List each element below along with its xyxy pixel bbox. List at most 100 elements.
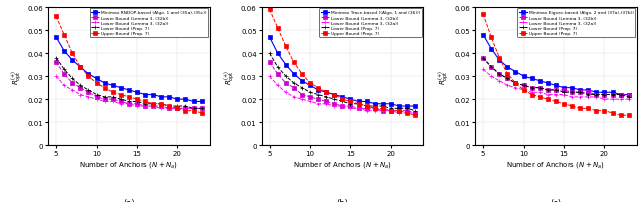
Upper Bound (Prop. 7): [149, 103, 157, 105]
Minimax Trace-based ((Algo. 1 and (36))): [330, 94, 338, 96]
Upper Bound (Prop. 7): [412, 115, 419, 117]
Lower Bound (Lemma 3, (32a)): [584, 96, 592, 99]
Lower Bound (Lemma 3, (32b)): [52, 62, 60, 64]
Upper Bound (Prop. 7): [266, 9, 273, 12]
Line: Lower Bound (Lemma 3, (32a)): Lower Bound (Lemma 3, (32a)): [481, 67, 631, 102]
Lower Bound (Prop. 7): [77, 85, 84, 87]
Lower Bound (Lemma 3, (32b)): [544, 89, 552, 92]
Upper Bound (Prop. 7): [528, 94, 536, 96]
Lower Bound (Lemma 3, (32a)): [395, 112, 403, 115]
Text: (b): (b): [337, 198, 348, 202]
Line: Lower Bound (Lemma 3, (32b)): Lower Bound (Lemma 3, (32b)): [268, 61, 417, 115]
Upper Bound (Prop. 7): [339, 98, 346, 101]
Lower Bound (Prop. 7): [488, 66, 495, 69]
Lower Bound (Lemma 3, (32a)): [84, 96, 92, 99]
Lower Bound (Lemma 3, (32a)): [149, 105, 157, 108]
Upper Bound (Prop. 7): [403, 112, 411, 115]
Upper Bound (Prop. 7): [198, 112, 205, 115]
Lower Bound (Prop. 7): [387, 108, 395, 110]
Lower Bound (Prop. 7): [395, 108, 403, 110]
Upper Bound (Prop. 7): [371, 108, 379, 110]
Minimax RNDOP-based (Algo. 1 and (35a)-(35c)): [173, 98, 181, 101]
Minimax Eigvec-based (Algo. 2 and (37a)-(37b)): [552, 85, 560, 87]
Lower Bound (Lemma 3, (32b)): [314, 98, 322, 101]
Lower Bound (Lemma 3, (32b)): [363, 108, 371, 110]
Lower Bound (Lemma 3, (32b)): [528, 87, 536, 89]
Lower Bound (Lemma 3, (32b)): [77, 87, 84, 89]
Lower Bound (Lemma 3, (32a)): [625, 98, 632, 101]
Lower Bound (Lemma 3, (32a)): [330, 105, 338, 108]
Lower Bound (Lemma 3, (32a)): [117, 103, 125, 105]
Upper Bound (Prop. 7): [511, 82, 519, 85]
Lower Bound (Lemma 3, (32a)): [290, 96, 298, 99]
Lower Bound (Lemma 3, (32a)): [141, 105, 149, 108]
Lower Bound (Prop. 7): [339, 101, 346, 103]
Lower Bound (Lemma 3, (32a)): [536, 92, 543, 94]
Lower Bound (Lemma 3, (32b)): [198, 108, 205, 110]
Lower Bound (Lemma 3, (32a)): [100, 101, 108, 103]
Lower Bound (Prop. 7): [584, 94, 592, 96]
Lower Bound (Lemma 3, (32b)): [584, 92, 592, 94]
Lower Bound (Prop. 7): [371, 105, 379, 108]
Lower Bound (Lemma 3, (32a)): [544, 94, 552, 96]
Lower Bound (Lemma 3, (32b)): [133, 103, 141, 105]
Lower Bound (Lemma 3, (32a)): [504, 85, 511, 87]
Legend: Minimax RNDOP-based (Algo. 1 and (35a)-(35c)), Lower Bound (Lemma 3, (32b)), Low: Minimax RNDOP-based (Algo. 1 and (35a)-(…: [90, 9, 209, 38]
Minimax RNDOP-based (Algo. 1 and (35a)-(35c)): [157, 96, 165, 99]
Lower Bound (Lemma 3, (32b)): [355, 108, 362, 110]
Lower Bound (Lemma 3, (32b)): [617, 94, 625, 96]
Lower Bound (Prop. 7): [363, 105, 371, 108]
Lower Bound (Lemma 3, (32b)): [189, 108, 197, 110]
Lower Bound (Lemma 3, (32a)): [274, 85, 282, 87]
Upper Bound (Prop. 7): [560, 103, 568, 105]
Line: Upper Bound (Prop. 7): Upper Bound (Prop. 7): [268, 9, 417, 117]
Minimax Eigvec-based (Algo. 2 and (37a)-(37b)): [568, 87, 576, 89]
Minimax Trace-based ((Algo. 1 and (36))): [290, 73, 298, 76]
Upper Bound (Prop. 7): [157, 103, 165, 105]
Upper Bound (Prop. 7): [347, 101, 355, 103]
Minimax RNDOP-based (Algo. 1 and (35a)-(35c)): [84, 73, 92, 76]
Lower Bound (Prop. 7): [125, 101, 132, 103]
Lower Bound (Prop. 7): [544, 89, 552, 92]
Lower Bound (Lemma 3, (32a)): [355, 108, 362, 110]
Upper Bound (Prop. 7): [495, 57, 503, 60]
Lower Bound (Prop. 7): [298, 87, 306, 89]
Lower Bound (Prop. 7): [173, 105, 181, 108]
Upper Bound (Prop. 7): [274, 27, 282, 30]
Lower Bound (Lemma 3, (32b)): [609, 94, 616, 96]
Minimax Eigvec-based (Algo. 2 and (37a)-(37b)): [520, 76, 527, 78]
Lower Bound (Lemma 3, (32b)): [504, 78, 511, 80]
Upper Bound (Prop. 7): [379, 108, 387, 110]
Upper Bound (Prop. 7): [290, 62, 298, 64]
Lower Bound (Lemma 3, (32b)): [536, 87, 543, 89]
Lower Bound (Lemma 3, (32b)): [511, 82, 519, 85]
Lower Bound (Prop. 7): [560, 92, 568, 94]
Lower Bound (Prop. 7): [198, 108, 205, 110]
Lower Bound (Prop. 7): [149, 103, 157, 105]
Minimax RNDOP-based (Algo. 1 and (35a)-(35c)): [117, 87, 125, 89]
Lower Bound (Prop. 7): [552, 89, 560, 92]
Lower Bound (Lemma 3, (32a)): [314, 103, 322, 105]
Lower Bound (Lemma 3, (32a)): [600, 98, 608, 101]
Lower Bound (Prop. 7): [609, 94, 616, 96]
Lower Bound (Lemma 3, (32a)): [339, 105, 346, 108]
Line: Lower Bound (Lemma 3, (32b)): Lower Bound (Lemma 3, (32b)): [54, 61, 204, 110]
Lower Bound (Lemma 3, (32a)): [347, 108, 355, 110]
Line: Lower Bound (Lemma 3, (32a)): Lower Bound (Lemma 3, (32a)): [267, 74, 418, 116]
Minimax RNDOP-based (Algo. 1 and (35a)-(35c)): [198, 101, 205, 103]
Minimax Eigvec-based (Algo. 2 and (37a)-(37b)): [609, 92, 616, 94]
Lower Bound (Lemma 3, (32a)): [198, 108, 205, 110]
Lower Bound (Lemma 3, (32a)): [266, 76, 273, 78]
Lower Bound (Lemma 3, (32b)): [495, 73, 503, 76]
Lower Bound (Lemma 3, (32a)): [77, 94, 84, 96]
Minimax Trace-based ((Algo. 1 and (36))): [363, 101, 371, 103]
Upper Bound (Prop. 7): [60, 34, 68, 37]
Upper Bound (Prop. 7): [173, 108, 181, 110]
Lower Bound (Lemma 3, (32a)): [306, 101, 314, 103]
Minimax Eigvec-based (Algo. 2 and (37a)-(37b)): [617, 94, 625, 96]
Minimax RNDOP-based (Algo. 1 and (35a)-(35c)): [189, 101, 197, 103]
Legend: Minimax Eigvec-based (Algo. 2 and (37a)-(37b)), Lower Bound (Lemma 3, (32b)), Lo: Minimax Eigvec-based (Algo. 2 and (37a)-…: [517, 9, 636, 38]
Lower Bound (Prop. 7): [93, 94, 100, 96]
Upper Bound (Prop. 7): [387, 110, 395, 112]
Lower Bound (Prop. 7): [60, 69, 68, 71]
